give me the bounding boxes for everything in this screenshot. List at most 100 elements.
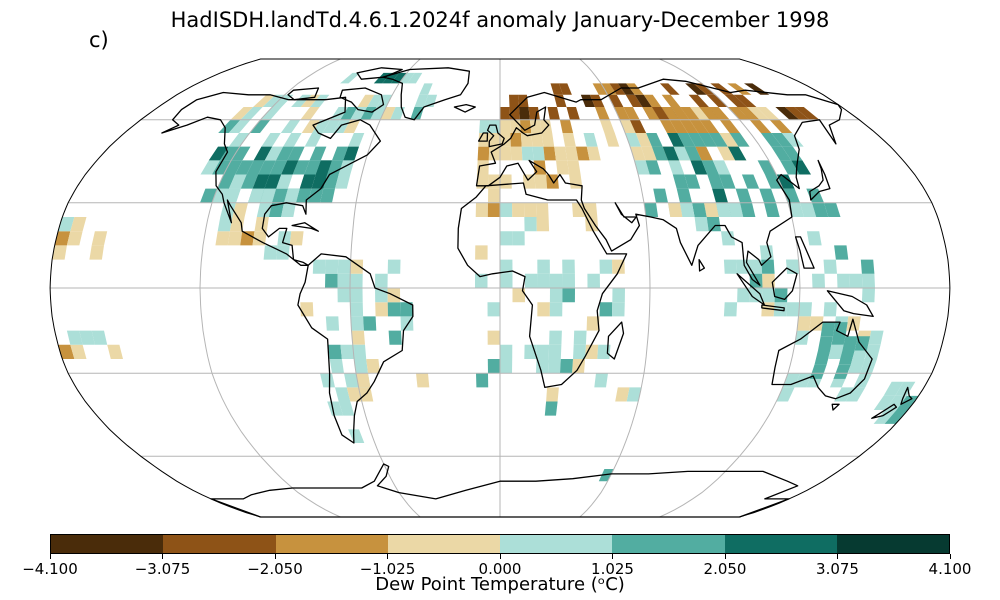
anomaly-cell — [786, 302, 800, 317]
anomaly-cell — [541, 133, 555, 147]
anomaly-cell — [558, 83, 572, 95]
map-boundary — [49, 58, 951, 518]
colorbar-segment — [51, 535, 164, 553]
anomaly-cell — [659, 119, 678, 133]
anomaly-cell — [315, 160, 332, 175]
anomaly-cell — [549, 302, 563, 317]
anomaly-cell — [741, 174, 760, 189]
anomaly-cell — [414, 94, 429, 107]
anomaly-cell — [410, 107, 424, 120]
anomaly-cell — [357, 94, 375, 107]
anomaly-cell — [634, 94, 652, 107]
anomaly-cell — [834, 245, 849, 260]
anomaly-cell — [325, 273, 338, 288]
anomaly-cell — [252, 231, 267, 246]
anomaly-cell — [252, 174, 270, 189]
anomaly-cell — [500, 119, 511, 133]
anomaly-cell — [719, 119, 740, 133]
anomaly-cell — [689, 119, 709, 133]
anomaly-cell — [613, 107, 630, 120]
anomaly-cell — [512, 202, 525, 217]
anomaly-cell — [818, 336, 833, 351]
graticule-meridian — [659, 59, 801, 517]
coastline-madagascar — [606, 321, 625, 360]
anomaly-cell — [310, 94, 330, 107]
colorbar-tickmark — [49, 554, 51, 559]
anomaly-cell — [343, 146, 359, 161]
anomaly-cell — [556, 160, 570, 175]
anomaly-cell — [861, 273, 875, 288]
anomaly-cell — [228, 133, 250, 147]
coastline-ellesmere — [356, 67, 403, 80]
anomaly-cell — [719, 133, 739, 147]
anomaly-cell — [284, 188, 300, 203]
anomaly-cell — [536, 344, 550, 359]
anomaly-cell — [798, 302, 812, 317]
anomaly-cell — [536, 202, 549, 217]
anomaly-cell — [363, 316, 377, 331]
anomaly-cell — [344, 373, 359, 388]
anomaly-cell — [759, 245, 774, 260]
anomaly-cell — [320, 373, 335, 388]
anomaly-cell — [684, 146, 702, 161]
anomaly-cell — [669, 119, 688, 133]
anomaly-cell — [58, 344, 75, 359]
colorbar-tickmark — [837, 554, 838, 559]
colorbar-tick-label: 4.100 — [928, 560, 972, 578]
colorbar-tickmark — [162, 554, 163, 559]
colorbar-tickmark — [724, 554, 726, 559]
anomaly-cell — [524, 202, 537, 217]
anomaly-cell — [537, 302, 550, 317]
anomaly-cell — [580, 94, 595, 107]
anomaly-cell — [548, 359, 561, 374]
anomaly-cell — [346, 387, 362, 402]
anomaly-cell — [589, 94, 605, 107]
coastline-newGuinea — [826, 290, 874, 318]
anomaly-cell — [775, 107, 800, 120]
anomaly-cell — [107, 344, 123, 359]
anomaly-cell — [560, 359, 573, 374]
anomaly-cell — [367, 94, 384, 107]
anomaly-cell — [895, 381, 916, 396]
anomaly-cell — [896, 395, 919, 410]
anomaly-cell — [771, 146, 792, 161]
anomaly-cell — [283, 133, 302, 147]
anomaly-cell — [322, 119, 341, 133]
anomaly-cell — [646, 133, 663, 147]
map-title: HadISDH.landTd.4.6.1.2024f anomaly Janua… — [170, 8, 830, 32]
anomaly-cell — [220, 202, 236, 217]
anomaly-cell — [585, 344, 599, 359]
anomaly-cell — [532, 146, 545, 161]
anomaly-cell — [814, 350, 831, 365]
anomaly-cell — [217, 174, 236, 189]
anomaly-cell — [256, 202, 272, 217]
anomaly-cell — [883, 381, 904, 396]
anomaly-cell — [240, 107, 263, 120]
anomaly-cell — [706, 217, 721, 232]
anomaly-cell — [806, 231, 822, 246]
anomaly-cell — [525, 273, 538, 288]
anomaly-cell — [659, 83, 680, 95]
colorbar-tick-label: −1.025 — [359, 560, 416, 578]
anomaly-cell — [780, 160, 800, 175]
anomaly-cell — [200, 160, 220, 175]
anomaly-cell — [260, 107, 282, 120]
anomaly-cell — [399, 72, 415, 84]
anomaly-cell — [477, 160, 489, 175]
anomaly-cell — [335, 387, 351, 402]
anomaly-cell — [475, 202, 488, 217]
anomaly-cell — [387, 259, 401, 274]
anomaly-cell — [549, 288, 563, 303]
anomaly-cell — [837, 273, 850, 288]
anomaly-cell — [668, 202, 683, 217]
anomaly-cell — [737, 288, 750, 303]
anomaly-cell — [240, 174, 259, 189]
anomaly-cell — [232, 202, 248, 217]
anomaly-cell — [500, 344, 513, 359]
anomaly-cell — [539, 119, 553, 133]
anomaly-cell — [573, 344, 586, 359]
anomaly-cell — [782, 146, 803, 161]
anomaly-cell — [644, 202, 659, 217]
coastline-arabiaGulf — [614, 202, 637, 224]
anomaly-cell — [586, 146, 601, 161]
